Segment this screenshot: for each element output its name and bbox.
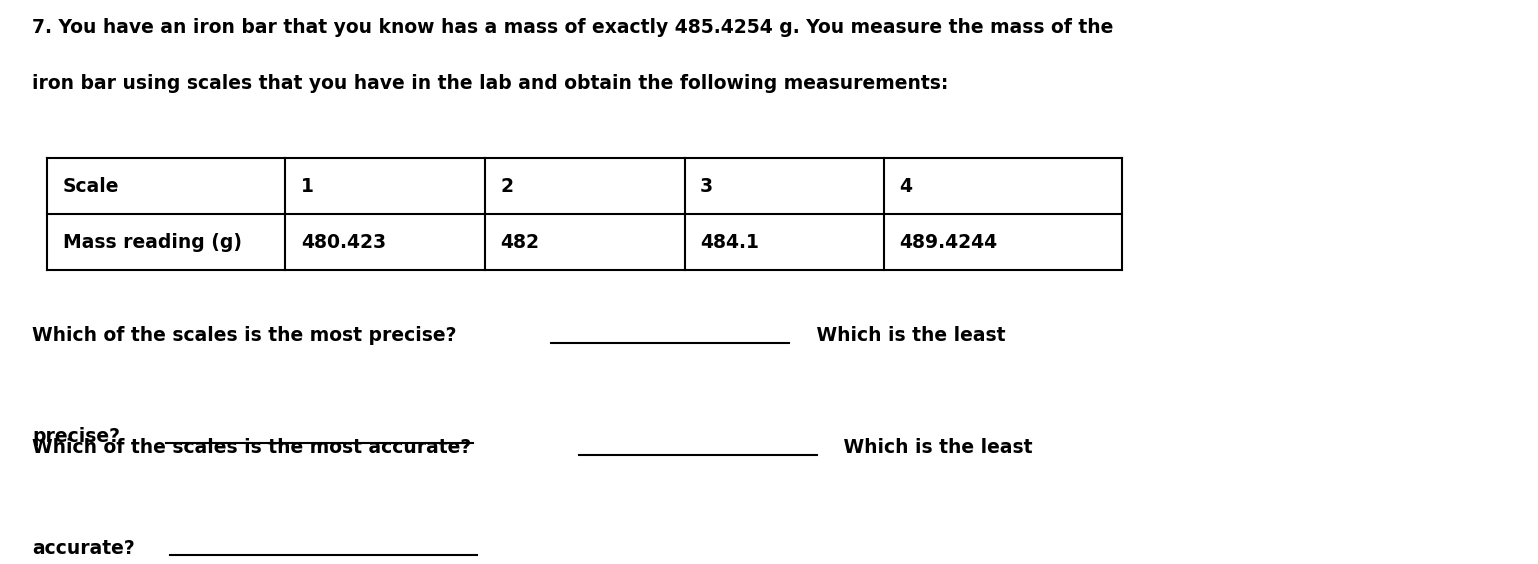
- Text: Scale: Scale: [63, 177, 120, 196]
- Text: 1: 1: [301, 177, 314, 196]
- Text: 4: 4: [900, 177, 912, 196]
- Text: precise?: precise?: [32, 427, 120, 446]
- Text: 2: 2: [500, 177, 514, 196]
- Text: 3: 3: [700, 177, 714, 196]
- Text: Which of the scales is the most precise?: Which of the scales is the most precise?: [32, 326, 463, 345]
- Text: Which is the least: Which is the least: [824, 438, 1034, 457]
- Text: 480.423: 480.423: [301, 232, 386, 252]
- Text: iron bar using scales that you have in the lab and obtain the following measurem: iron bar using scales that you have in t…: [32, 74, 949, 93]
- Text: 7. You have an iron bar that you know has a mass of exactly 485.4254 g. You meas: 7. You have an iron bar that you know ha…: [32, 18, 1114, 37]
- Text: Which is the least: Which is the least: [797, 326, 1006, 345]
- Text: 482: 482: [500, 232, 540, 252]
- Text: 489.4244: 489.4244: [900, 232, 998, 252]
- Text: Mass reading (g): Mass reading (g): [63, 232, 241, 252]
- Text: 484.1: 484.1: [700, 232, 758, 252]
- Text: Which of the scales is the most accurate?: Which of the scales is the most accurate…: [32, 438, 471, 457]
- Text: accurate?: accurate?: [32, 539, 135, 558]
